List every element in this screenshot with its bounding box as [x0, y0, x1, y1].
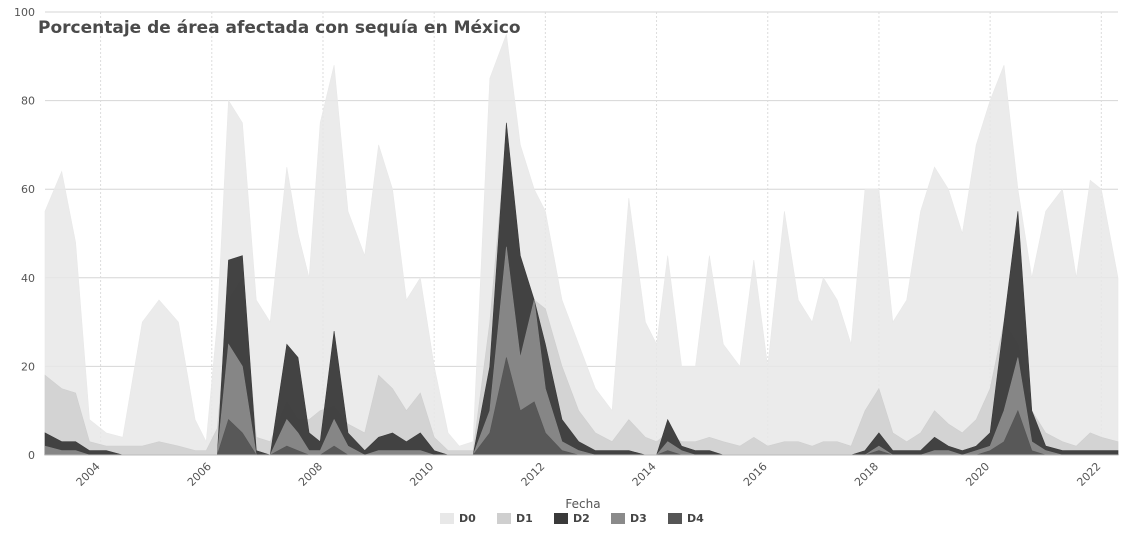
legend-item-D2[interactable]: D2 [554, 512, 590, 525]
legend-item-D0[interactable]: D0 [440, 512, 476, 525]
legend: D0 D1 D2 D3 D4 [440, 512, 704, 525]
x-axis-label: Fecha [565, 497, 600, 511]
legend-label-D1: D1 [516, 512, 533, 525]
x-tick-label-2016: 2016 [741, 460, 770, 489]
x-tick-label-2018: 2018 [852, 460, 881, 489]
legend-swatch-D2 [554, 513, 568, 524]
legend-label-D3: D3 [630, 512, 647, 525]
y-tick-label-80: 80 [21, 95, 35, 108]
x-tick-label-2014: 2014 [630, 460, 659, 489]
x-tick-2016: 2016 [741, 460, 770, 489]
x-tick-label-2022: 2022 [1074, 460, 1103, 489]
x-tick-label-2004: 2004 [74, 460, 103, 489]
legend-label-D4: D4 [687, 512, 704, 525]
legend-swatch-D0 [440, 513, 454, 524]
legend-swatch-D1 [497, 513, 511, 524]
x-tick-label-2012: 2012 [518, 460, 547, 489]
x-tick-label-2010: 2010 [407, 460, 436, 489]
y-tick-label-60: 60 [21, 183, 35, 196]
legend-label-D0: D0 [459, 512, 476, 525]
series-areas [44, 34, 1119, 456]
x-tick-2004: 2004 [74, 460, 103, 489]
legend-item-D3[interactable]: D3 [611, 512, 647, 525]
x-tick-2014: 2014 [630, 460, 659, 489]
x-tick-2008: 2008 [296, 460, 325, 489]
legend-item-D1[interactable]: D1 [497, 512, 533, 525]
x-tick-2018: 2018 [852, 460, 881, 489]
x-tick-2006: 2006 [185, 460, 214, 489]
y-tick-label-100: 100 [14, 6, 35, 19]
area-series-D0 [44, 34, 1119, 456]
y-tick-label-20: 20 [21, 360, 35, 373]
legend-item-D4[interactable]: D4 [668, 512, 704, 525]
chart-title: Porcentaje de área afectada con sequía e… [38, 18, 521, 38]
x-tick-label-2008: 2008 [296, 460, 325, 489]
x-tick-2012: 2012 [518, 460, 547, 489]
x-tick-label-2006: 2006 [185, 460, 214, 489]
legend-swatch-D3 [611, 513, 625, 524]
legend-label-D2: D2 [573, 512, 590, 525]
x-tick-2022: 2022 [1074, 460, 1103, 489]
y-tick-label-40: 40 [21, 272, 35, 285]
x-tick-2020: 2020 [963, 460, 992, 489]
x-tick-2010: 2010 [407, 460, 436, 489]
y-tick-label-0: 0 [28, 449, 35, 462]
legend-swatch-D4 [668, 513, 682, 524]
x-tick-label-2020: 2020 [963, 460, 992, 489]
